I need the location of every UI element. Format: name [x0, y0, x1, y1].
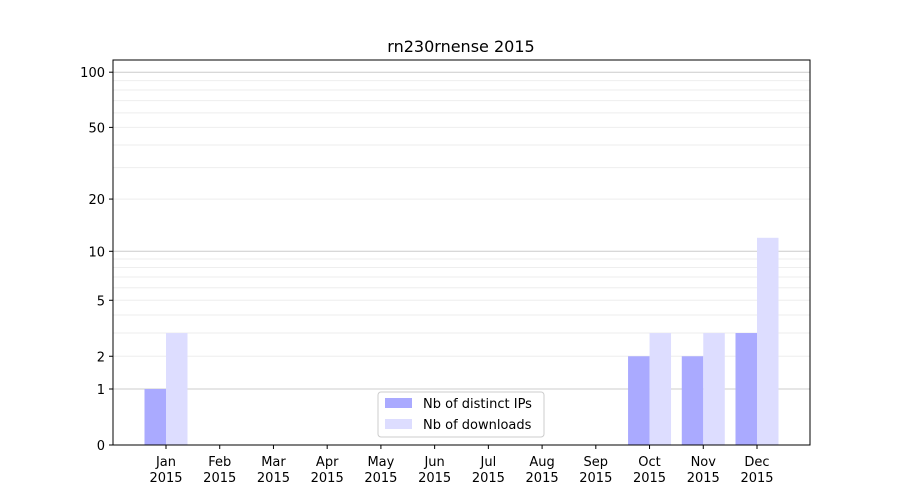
y-tick-label: 50 [88, 121, 105, 136]
y-tick-label: 1 [97, 383, 105, 398]
x-tick-label: 2015 [364, 471, 397, 486]
x-tick-label: 2015 [311, 471, 344, 486]
y-tick-label: 20 [88, 193, 105, 208]
legend-label: Nb of downloads [423, 418, 532, 433]
y-tick-label: 0 [97, 439, 105, 454]
legend-label: Nb of distinct IPs [423, 397, 532, 412]
x-tick-label: 2015 [472, 471, 505, 486]
x-tick-label: 2015 [579, 471, 612, 486]
bar-downloads [166, 333, 188, 445]
x-tick-label: 2015 [687, 471, 720, 486]
legend: Nb of distinct IPs Nb of downloads [377, 391, 545, 438]
chart-title: rn230rnense 2015 [387, 37, 534, 56]
x-tick-label: Mar [261, 455, 286, 470]
legend-swatch [385, 398, 412, 408]
x-tick-label: Oct [638, 455, 660, 470]
plot-frame [112, 59, 811, 446]
y-tick-label: 2 [97, 350, 105, 365]
legend-swatch [385, 419, 412, 429]
legend-box [377, 391, 545, 438]
y-tick-label: 5 [97, 294, 105, 309]
x-tick-label: Jun [423, 455, 444, 470]
x-tick-label: May [367, 455, 394, 470]
bar-downloads [703, 333, 725, 445]
x-tick-label: 2015 [149, 471, 182, 486]
x-tick-label: 2015 [203, 471, 236, 486]
x-tick-label: 2015 [526, 471, 559, 486]
x-tick-label: Nov [691, 455, 717, 470]
y-tick-label: 10 [88, 245, 105, 260]
bar-distinct-ips [144, 389, 166, 445]
x-tick-label: Dec [744, 455, 769, 470]
bar-distinct-ips [681, 356, 704, 445]
y-tick-label: 100 [80, 66, 105, 81]
x-tick-label: Apr [316, 455, 339, 470]
x-tick-label: Sep [584, 455, 609, 470]
bar-distinct-ips [628, 356, 650, 445]
x-tick-label: 2015 [418, 471, 451, 486]
x-tick-label: 2015 [633, 471, 666, 486]
x-tick-label: 2015 [740, 471, 773, 486]
x-tick-label: Feb [208, 455, 231, 470]
x-tick-label: 2015 [257, 471, 290, 486]
bar-downloads [757, 237, 779, 445]
bar-distinct-ips [735, 333, 757, 445]
bar-downloads [649, 333, 672, 445]
x-tick-label: Jan [155, 455, 176, 470]
x-tick-label: Aug [529, 455, 554, 470]
x-tick-label: Jul [480, 455, 497, 470]
